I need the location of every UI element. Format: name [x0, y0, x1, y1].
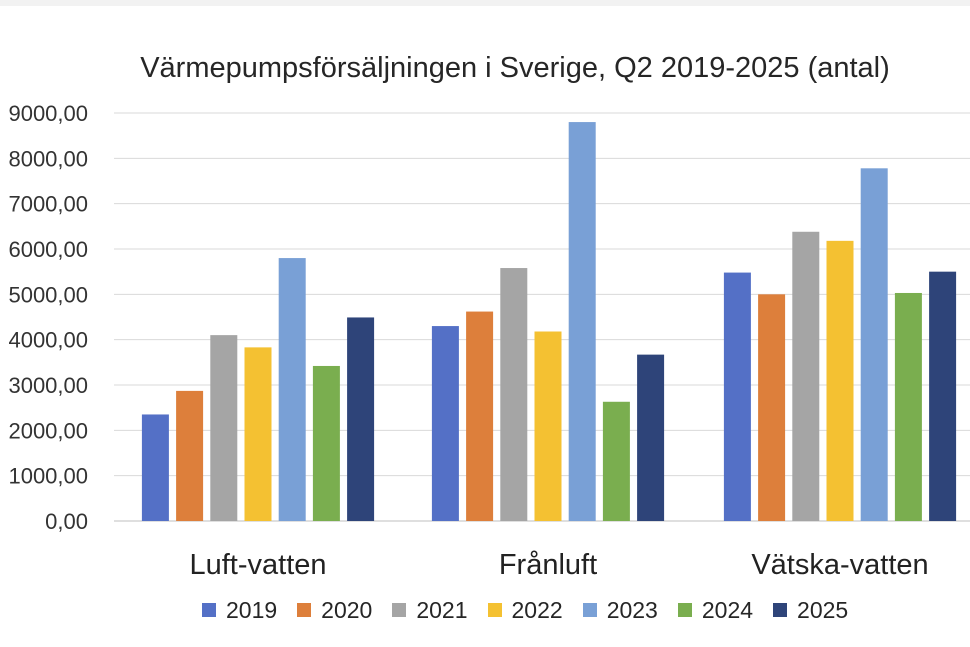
bar-2024-fr-nluft [602, 401, 630, 521]
bar-2019-fr-nluft [431, 326, 459, 521]
y-tick-label: 4000,00 [8, 328, 88, 353]
bar-2020-luft-vatten [176, 390, 204, 521]
y-tick-label: 5000,00 [8, 282, 88, 307]
x-category-label: Frånluft [499, 549, 597, 581]
legend-item: 2020 [297, 597, 372, 624]
legend-swatch [487, 603, 502, 617]
bar-2024-luft-vatten [312, 365, 340, 521]
legend-swatch [202, 603, 216, 617]
legend-swatch [297, 603, 312, 617]
y-tick-label: 8000,00 [8, 146, 88, 171]
y-tick-label: 6000,00 [8, 237, 88, 262]
legend-item: 2023 [582, 596, 658, 624]
bar-2020-v-tska-vatten [758, 294, 786, 521]
legend-item: 2021 [392, 596, 468, 624]
bar-2019-v-tska-vatten [723, 272, 751, 521]
legend-label: 2023 [606, 596, 658, 623]
bar-2021-luft-vatten [210, 335, 238, 521]
bar-2022-luft-vatten [244, 347, 272, 521]
legend-item: 2024 [677, 596, 754, 624]
y-tick-label: 0,00 [45, 509, 88, 534]
y-tick-label: 9000,00 [8, 101, 88, 126]
legend-swatch [582, 603, 597, 617]
legend-label: 2022 [511, 596, 563, 623]
legend-swatch [677, 603, 692, 617]
bar-2023-v-tska-vatten [860, 168, 888, 521]
bar-2025-luft-vatten [347, 317, 375, 521]
bar-2019-luft-vatten [141, 414, 169, 521]
bar-2025-v-tska-vatten [929, 271, 957, 521]
y-tick-label: 1000,00 [8, 464, 88, 489]
bar-2023-fr-nluft [568, 122, 596, 522]
legend-label: 2020 [321, 596, 373, 623]
legend-swatch [773, 603, 788, 617]
bar-2024-v-tska-vatten [894, 292, 922, 521]
x-category-label: Vätska-vatten [751, 549, 928, 581]
legend-label: 2021 [416, 596, 468, 623]
bar-2023-luft-vatten [278, 258, 306, 521]
y-tick-label: 7000,00 [8, 192, 88, 217]
legend-label: 2019 [226, 596, 278, 623]
legend-item: 2019 [202, 597, 277, 624]
chart-title: Värmepumpsförsäljningen i Sverige, Q2 20… [140, 52, 890, 84]
bar-2021-v-tska-vatten [792, 231, 820, 522]
legend-item: 2025 [773, 597, 848, 624]
legend-label: 2024 [701, 596, 754, 623]
bar-2021-fr-nluft [500, 268, 528, 521]
legend-item: 2022 [487, 596, 563, 624]
y-tick-label: 2000,00 [8, 418, 88, 443]
chart-legend: 2019 2020 2021 2022 2023 2024 2025 [202, 596, 868, 624]
x-category-label: Luft-vatten [189, 549, 326, 581]
legend-label: 2025 [797, 596, 849, 623]
bar-2022-fr-nluft [534, 331, 562, 521]
legend-swatch [392, 603, 407, 617]
bar-2020-fr-nluft [466, 311, 494, 521]
bar-2025-fr-nluft [637, 354, 665, 521]
y-tick-label: 3000,00 [8, 373, 88, 398]
bar-2022-v-tska-vatten [826, 240, 854, 521]
top-border-strip [0, 0, 970, 6]
